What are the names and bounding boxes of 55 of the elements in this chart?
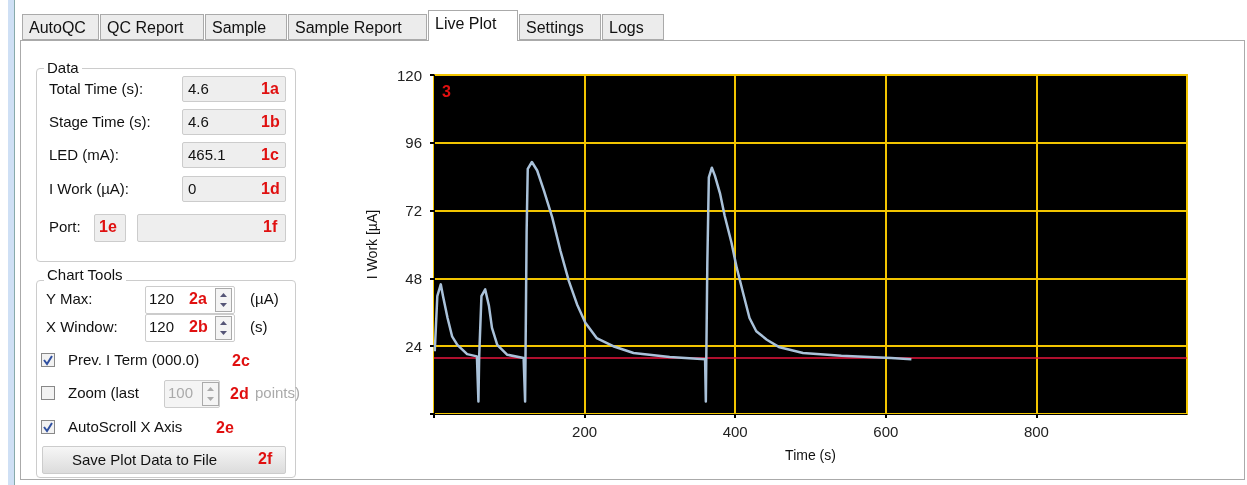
text: 1b (261, 113, 280, 131)
text: Total Time (s): (49, 80, 144, 97)
text: Save Plot Data to File (72, 451, 218, 468)
text: X Window: (46, 318, 118, 335)
text: Port: (49, 218, 81, 235)
text: 2c (232, 352, 250, 370)
text: 2a (189, 290, 207, 308)
text: Chart Tools (44, 266, 126, 283)
text: (µA) (250, 290, 279, 307)
line-series (433, 160, 913, 403)
annotation: 3 (442, 82, 451, 100)
text: 4.6 (188, 80, 209, 97)
text: 2b (189, 318, 208, 336)
text: 1d (261, 180, 280, 198)
y-tick-label: 72 (405, 202, 422, 220)
text: 1a (261, 80, 279, 98)
y-tick-label: 24 (405, 337, 422, 355)
x-tick-label: 600 (873, 423, 899, 440)
text: 120 (149, 290, 175, 307)
text: Sample (205, 14, 287, 40)
text: 2d (230, 385, 249, 403)
text: 120 (149, 318, 175, 335)
text: Sample Report (288, 14, 427, 40)
y-axis-title: I Work [µA] (364, 209, 380, 280)
text: Settings (519, 14, 601, 40)
text: QC Report (100, 14, 204, 40)
text: Logs (602, 14, 664, 40)
text: 1f (263, 218, 278, 236)
text: points) (255, 384, 301, 401)
y-tick-label: 96 (405, 134, 422, 152)
text: 100 (168, 384, 194, 401)
x-axis-title: Time (s) (785, 447, 836, 463)
x-tick-label: 400 (722, 423, 748, 440)
text: Prev. I Term (000.0) (68, 351, 200, 368)
text: Zoom (last (68, 384, 139, 401)
text: AutoScroll X Axis (68, 418, 183, 435)
text: 0 (188, 180, 197, 197)
x-tick-label: 800 (1023, 423, 1049, 440)
text: LED (mA): (49, 146, 120, 163)
text: 465.1 (188, 146, 226, 163)
x-tick-label: 200 (572, 423, 598, 440)
text: AutoQC (22, 14, 99, 40)
text: Live Plot (428, 10, 518, 41)
text: Y Max: (46, 290, 93, 307)
text: Stage Time (s): (49, 113, 151, 130)
text: 1c (261, 146, 279, 164)
y-tick-label: 48 (405, 269, 422, 287)
text: 2f (258, 450, 273, 468)
text: Data (44, 59, 82, 76)
text: 1e (99, 218, 117, 236)
y-tick-label: 120 (396, 66, 422, 84)
text: (s) (250, 318, 268, 335)
text: 4.6 (188, 113, 209, 130)
text: I Work (µA): (49, 180, 130, 197)
text: 2e (216, 419, 234, 437)
